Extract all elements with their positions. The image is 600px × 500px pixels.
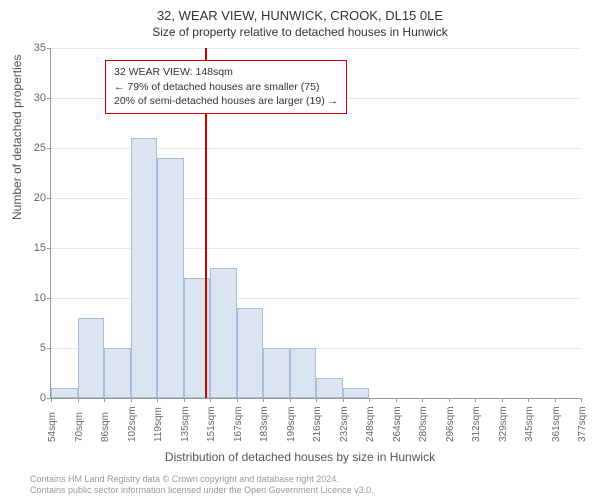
xtick-mark: [369, 398, 370, 402]
xtick-mark: [449, 398, 450, 402]
xtick-label: 199sqm: [286, 406, 297, 442]
xtick-mark: [343, 398, 344, 402]
chart-title: 32, WEAR VIEW, HUNWICK, CROOK, DL15 0LE: [0, 0, 600, 23]
footer-text: Contains HM Land Registry data © Crown c…: [30, 474, 374, 497]
xtick-mark: [131, 398, 132, 402]
histogram-bar: [51, 388, 78, 398]
xtick-label: 102sqm: [127, 406, 138, 442]
ytick-label: 25: [16, 142, 46, 154]
histogram-bar: [104, 348, 131, 398]
xtick-label: 119sqm: [153, 407, 164, 442]
ytick-label: 30: [16, 92, 46, 104]
xtick-mark: [104, 398, 105, 402]
histogram-bar: [78, 318, 105, 398]
xtick-label: 345sqm: [524, 406, 535, 442]
xtick-mark: [555, 398, 556, 402]
histogram-bar: [316, 378, 343, 398]
xtick-label: 183sqm: [259, 406, 270, 442]
chart-area: 0510152025303554sqm70sqm86sqm102sqm119sq…: [50, 48, 580, 398]
xtick-mark: [475, 398, 476, 402]
ytick-label: 20: [16, 192, 46, 204]
histogram-bar: [290, 348, 317, 398]
xtick-label: 329sqm: [498, 406, 509, 442]
histogram-bar: [237, 308, 264, 398]
ytick-label: 35: [16, 42, 46, 54]
xtick-label: 135sqm: [180, 406, 191, 442]
footer-line2: Contains public sector information licen…: [30, 485, 374, 497]
xtick-mark: [316, 398, 317, 402]
xtick-label: 377sqm: [577, 406, 588, 442]
ytick-label: 5: [16, 342, 46, 354]
xtick-label: 264sqm: [392, 406, 403, 442]
ytick-mark: [47, 348, 51, 349]
annotation-box: 32 WEAR VIEW: 148sqm ← 79% of detached h…: [105, 60, 347, 114]
ytick-mark: [47, 198, 51, 199]
xtick-mark: [237, 398, 238, 402]
chart-container: 32, WEAR VIEW, HUNWICK, CROOK, DL15 0LE …: [0, 0, 600, 500]
xtick-mark: [51, 398, 52, 402]
xtick-mark: [78, 398, 79, 402]
xtick-label: 216sqm: [312, 406, 323, 442]
annotation-line2: ← 79% of detached houses are smaller (75…: [114, 80, 338, 95]
xtick-label: 167sqm: [233, 406, 244, 442]
xtick-label: 86sqm: [100, 412, 111, 442]
chart-subtitle: Size of property relative to detached ho…: [0, 23, 600, 39]
xtick-label: 312sqm: [471, 406, 482, 442]
ytick-label: 10: [16, 292, 46, 304]
xtick-label: 296sqm: [445, 406, 456, 442]
annotation-line3: 20% of semi-detached houses are larger (…: [114, 94, 338, 109]
xtick-label: 248sqm: [365, 406, 376, 442]
xtick-mark: [210, 398, 211, 402]
x-axis-label: Distribution of detached houses by size …: [0, 450, 600, 464]
footer-line1: Contains HM Land Registry data © Crown c…: [30, 474, 374, 486]
xtick-label: 54sqm: [47, 412, 58, 442]
xtick-mark: [184, 398, 185, 402]
histogram-bar: [343, 388, 370, 398]
xtick-mark: [581, 398, 582, 402]
xtick-label: 151sqm: [206, 406, 217, 442]
xtick-mark: [502, 398, 503, 402]
ytick-mark: [47, 148, 51, 149]
xtick-mark: [422, 398, 423, 402]
xtick-label: 70sqm: [74, 412, 85, 442]
gridline: [51, 48, 581, 49]
annotation-line1: 32 WEAR VIEW: 148sqm: [114, 65, 338, 80]
xtick-mark: [396, 398, 397, 402]
ytick-label: 15: [16, 242, 46, 254]
histogram-bar: [157, 158, 184, 398]
histogram-bar: [263, 348, 290, 398]
ytick-mark: [47, 248, 51, 249]
ytick-mark: [47, 48, 51, 49]
ytick-mark: [47, 298, 51, 299]
xtick-mark: [263, 398, 264, 402]
xtick-mark: [157, 398, 158, 402]
xtick-label: 361sqm: [551, 406, 562, 442]
histogram-bar: [210, 268, 237, 398]
ytick-label: 0: [16, 392, 46, 404]
xtick-label: 232sqm: [339, 406, 350, 442]
xtick-label: 280sqm: [418, 406, 429, 442]
xtick-mark: [528, 398, 529, 402]
histogram-bar: [131, 138, 158, 398]
ytick-mark: [47, 98, 51, 99]
xtick-mark: [290, 398, 291, 402]
